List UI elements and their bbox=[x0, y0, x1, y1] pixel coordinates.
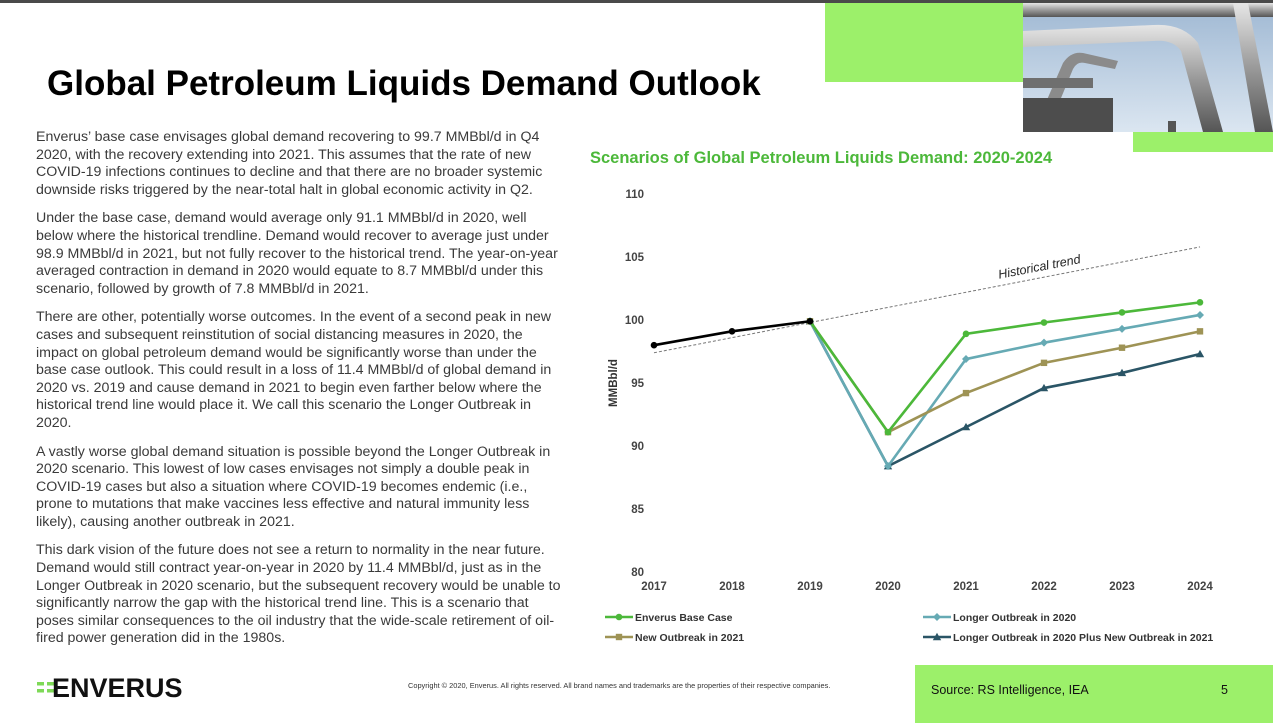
paragraph-5: This dark vision of the future does not … bbox=[36, 542, 561, 647]
data-point bbox=[1118, 309, 1126, 316]
y-tick-label: 110 bbox=[625, 189, 644, 201]
data-point bbox=[806, 317, 814, 325]
data-point bbox=[1118, 344, 1126, 351]
chart-title: Scenarios of Global Petroleum Liquids De… bbox=[590, 149, 1053, 167]
historical-trend-line bbox=[653, 246, 1201, 354]
data-point bbox=[962, 330, 970, 338]
y-tick-label: 100 bbox=[625, 315, 644, 327]
paragraph-3: There are other, potentially worse outco… bbox=[36, 309, 552, 431]
data-point bbox=[1039, 383, 1049, 392]
data-point bbox=[1040, 338, 1048, 347]
x-tick-label: 2017 bbox=[641, 581, 667, 593]
y-tick-label: 90 bbox=[631, 441, 644, 453]
y-tick-label: 80 bbox=[631, 567, 644, 579]
data-point bbox=[962, 355, 970, 364]
data-point bbox=[1040, 319, 1048, 326]
data-point bbox=[884, 462, 892, 471]
x-tick-label: 2019 bbox=[797, 581, 823, 593]
source-box bbox=[915, 665, 1273, 723]
x-tick-label: 2023 bbox=[1109, 581, 1135, 593]
y-tick-label: 95 bbox=[631, 378, 644, 390]
data-point bbox=[1195, 349, 1205, 358]
demand-line-chart: 80 85 90 95 100 105 110 2017 2018 2019 2020 2021 202… bbox=[605, 189, 1213, 644]
historical-trend-label: Historical trend bbox=[997, 252, 1083, 282]
legend-entry: Enverus Base Case bbox=[635, 612, 733, 624]
y-tick-label: 85 bbox=[631, 504, 644, 516]
series-line bbox=[808, 313, 1201, 469]
paragraph-4: A vastly worse global demand situation i… bbox=[36, 443, 551, 530]
x-tick-label: 2022 bbox=[1031, 581, 1057, 593]
enverus-logo: ENVERUS bbox=[37, 670, 207, 706]
x-tick-label: 2020 bbox=[875, 581, 901, 593]
legend-entry: Longer Outbreak in 2020 bbox=[953, 612, 1076, 624]
data-point bbox=[650, 341, 658, 349]
data-point bbox=[1196, 310, 1204, 319]
x-tick-label: 2024 bbox=[1187, 581, 1213, 593]
body-text: Enverus’ base case envisages global dema… bbox=[36, 129, 566, 659]
data-point bbox=[1196, 299, 1204, 306]
data-point bbox=[884, 428, 892, 436]
data-point bbox=[1196, 328, 1204, 335]
decorative-green-strip bbox=[1133, 132, 1273, 152]
page-number: 5 bbox=[1221, 683, 1228, 697]
pipeline-photo bbox=[1023, 3, 1273, 132]
x-tick-label: 2021 bbox=[953, 581, 979, 593]
y-axis-label: MMBbl/d bbox=[608, 359, 620, 407]
legend-entry: Longer Outbreak in 2020 Plus New Outbrea… bbox=[953, 632, 1213, 644]
x-tick-label: 2018 bbox=[719, 581, 745, 593]
data-point bbox=[961, 422, 971, 431]
copyright-text: Copyright © 2020, Enverus. All rights re… bbox=[408, 681, 831, 690]
data-point bbox=[728, 328, 736, 335]
data-point bbox=[962, 389, 970, 397]
legend-marker bbox=[933, 613, 941, 621]
paragraph-2: Under the base case, demand would averag… bbox=[36, 210, 558, 297]
legend-marker bbox=[615, 613, 623, 621]
y-tick-label: 105 bbox=[625, 252, 645, 264]
legend-marker bbox=[615, 633, 623, 641]
legend-entry: New Outbreak in 2021 bbox=[635, 632, 744, 644]
legend-marker bbox=[932, 632, 942, 641]
data-point bbox=[1118, 324, 1126, 333]
data-point bbox=[1040, 359, 1048, 367]
series-line bbox=[808, 301, 1201, 435]
paragraph-1: Enverus’ base case envisages global dema… bbox=[36, 129, 543, 198]
source-text: Source: RS Intelligence, IEA bbox=[931, 683, 1089, 697]
data-point bbox=[1117, 368, 1127, 377]
page-title: Global Petroleum Liquids Demand Outlook bbox=[47, 64, 761, 103]
decorative-green-block bbox=[825, 3, 1023, 82]
logo-wordmark: ENVERUS bbox=[52, 673, 183, 703]
series-line bbox=[808, 320, 1201, 434]
top-border bbox=[0, 0, 1273, 3]
